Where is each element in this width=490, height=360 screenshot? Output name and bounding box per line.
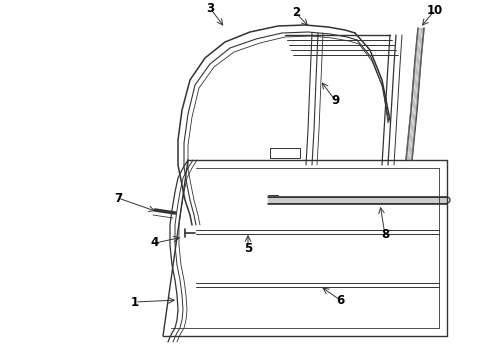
Text: 10: 10 [427,4,443,17]
Text: 1: 1 [131,296,139,309]
Text: 4: 4 [151,237,159,249]
Text: 8: 8 [381,229,389,242]
Text: 7: 7 [114,192,122,204]
Text: 2: 2 [292,6,300,19]
Text: 3: 3 [206,1,214,14]
Text: 6: 6 [336,293,344,306]
Text: 9: 9 [331,94,339,107]
Text: 5: 5 [244,242,252,255]
